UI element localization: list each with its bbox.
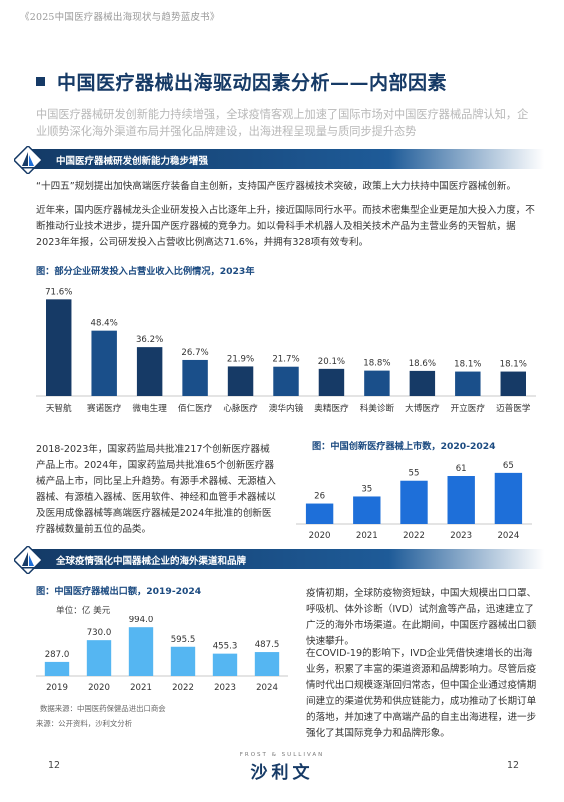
bar	[400, 480, 428, 524]
page-title-row: 中国医疗器械出海驱动因素分析——内部因素	[36, 68, 447, 95]
bar	[409, 370, 436, 396]
frost-sullivan-logo: FROST & SULLIVAN 沙利文	[230, 752, 334, 783]
category-label: 2020	[309, 531, 331, 541]
chart3-unit-label: 单位：亿 美元	[56, 606, 111, 616]
bar-value-label: 21.9%	[227, 354, 254, 364]
bar-value-label: 455.3	[213, 642, 238, 652]
category-label: 迈普医学	[496, 402, 531, 414]
section1-paragraph-approvals: 2018-2023年，国家药监局共批准217个创新医疗器械产品上市。2024年，…	[36, 444, 276, 535]
bar	[44, 661, 70, 676]
page-subtitle: 中国医疗器械研发创新能力持续增强，全球疫情客观上加速了国际市场对中国医疗器械品牌…	[36, 108, 529, 138]
category-label: 科美诊断	[360, 402, 395, 414]
innovative-devices-bar-chart: 26 2020 35 2021 55 2022 61 2023 65 2024	[296, 461, 532, 541]
bar-value-label: 36.2%	[136, 335, 163, 345]
category-label: 2024	[256, 683, 278, 693]
bar	[494, 472, 523, 524]
bar	[128, 627, 154, 676]
chart1-caption: 图：部分企业研发投入占营业收入比例情况，2023年	[36, 266, 255, 277]
category-label: 2020	[88, 683, 110, 693]
bar	[182, 359, 208, 396]
bar-value-label: 61	[456, 464, 467, 474]
bar-value-label: 595.5	[171, 635, 196, 645]
bar	[227, 366, 254, 396]
bar-value-label: 71.6%	[45, 287, 72, 297]
category-label: 2021	[356, 531, 378, 541]
sailboat-icon	[14, 546, 42, 574]
category-label: 澳华内镜	[269, 402, 304, 414]
section-heading-rd: 中国医疗器械研发创新能力稳步增强	[14, 146, 544, 174]
section1-paragraph-rd: 近年来，国内医疗器械龙头企业研发投入占比逐年上升，接近国际同行水平。而技术密集型…	[36, 205, 535, 248]
bar	[353, 496, 381, 524]
footer-source: 来源：公开资料，沙利文分析	[36, 719, 133, 728]
bar-value-label: 287.0	[45, 650, 70, 660]
category-label: 大博医疗	[405, 402, 440, 414]
section-bar-background	[26, 149, 544, 169]
chart3-source: 数据来源：中国医药保健品进出口商会	[40, 704, 166, 713]
brand-small-text: FROST & SULLIVAN	[239, 752, 325, 758]
bar	[212, 653, 238, 676]
book-title: 《2025中国医疗器械出海现状与趋势蓝皮书》	[20, 12, 220, 23]
bar-value-label: 26.7%	[181, 348, 208, 358]
chart3-caption: 图：中国医疗器械出口额，2019-2024	[36, 586, 202, 597]
category-label: 心脉医疗	[223, 402, 258, 414]
bar-value-label: 55	[409, 469, 420, 479]
category-label: 赛诺医疗	[87, 402, 122, 414]
bar-value-label: 18.1%	[454, 360, 481, 370]
bar-value-label: 20.1%	[318, 357, 345, 367]
category-label: 2023	[214, 683, 236, 693]
section-heading-text: 中国医疗器械研发创新能力稳步增强	[56, 156, 209, 167]
category-label: 佰仁医疗	[178, 402, 213, 414]
bar-value-label: 18.6%	[409, 359, 436, 369]
rd-ratio-bar-chart: 71.6% 天智航 48.4% 赛诺医疗 36.2% 微电生理 26.7% 佰仁医疗 21.9%…	[36, 287, 536, 414]
bar-value-label: 994.0	[129, 616, 154, 625]
category-label: 天智航	[46, 402, 72, 414]
section1-paragraph-policy: “十四五”规划提出加快高端医疗装备自主创新，支持国产医疗器械技术突破，政策上大力…	[36, 181, 517, 192]
bar	[364, 370, 390, 396]
bar	[273, 366, 299, 396]
bar	[136, 347, 163, 396]
category-label: 开立医疗	[451, 402, 486, 414]
category-label: 奥精医疗	[314, 402, 349, 414]
sailboat-icon	[14, 146, 42, 174]
title-square-icon	[36, 77, 45, 86]
page-number-right: 12	[507, 760, 520, 771]
category-label: 2021	[130, 683, 152, 693]
brand-logo-text: 沙利文	[250, 763, 314, 783]
bar-value-label: 65	[503, 461, 514, 471]
chart2-caption: 图：中国创新医疗器械上市数，2020-2024	[312, 441, 496, 452]
bar	[447, 476, 475, 524]
category-label: 2019	[46, 683, 68, 693]
page-number-left: 12	[48, 760, 61, 771]
category-label: 2023	[450, 531, 472, 541]
bar	[254, 652, 280, 676]
bar	[318, 368, 345, 396]
category-label: 2022	[403, 531, 425, 541]
bar-value-label: 21.7%	[272, 355, 299, 365]
category-label: 微电生理	[132, 402, 167, 414]
bar	[170, 646, 196, 676]
section2-paragraph-ivd: 在COVID-19的影响下，IVD企业凭借快速增长的出海业务，积累了丰富的渠道资…	[306, 648, 537, 739]
bar	[46, 299, 72, 396]
bar	[305, 503, 334, 524]
section-bar-background	[26, 549, 544, 569]
bar-value-label: 26	[314, 492, 325, 502]
bar-value-label: 35	[361, 484, 372, 494]
bar-value-label: 48.4%	[91, 319, 118, 329]
bar	[91, 330, 117, 396]
page-title: 中国医疗器械出海驱动因素分析——内部因素	[57, 72, 448, 94]
bar	[500, 371, 526, 396]
section-heading-pandemic: 全球疫情强化中国器械企业的海外渠道和品牌	[14, 546, 544, 574]
bar-value-label: 18.1%	[500, 360, 527, 370]
bar-value-label: 487.5	[255, 640, 280, 650]
bar	[86, 640, 112, 676]
bar-value-label: 18.8%	[363, 359, 390, 369]
category-label: 2022	[172, 683, 194, 693]
bar-value-label: 730.0	[87, 628, 112, 638]
section-heading-text: 全球疫情强化中国器械企业的海外渠道和品牌	[56, 556, 247, 567]
category-label: 2024	[497, 531, 519, 541]
bar	[455, 371, 481, 396]
export-value-bar-chart: 287.0 2019 730.0 2020 994.0 2021 595.5 2022 455.…	[36, 616, 288, 693]
section2-paragraph-early: 疫情初期，全球防疫物资短缺，中国大规模出口口罩、呼吸机、体外诊断（IVD）试剂盒…	[306, 588, 537, 647]
